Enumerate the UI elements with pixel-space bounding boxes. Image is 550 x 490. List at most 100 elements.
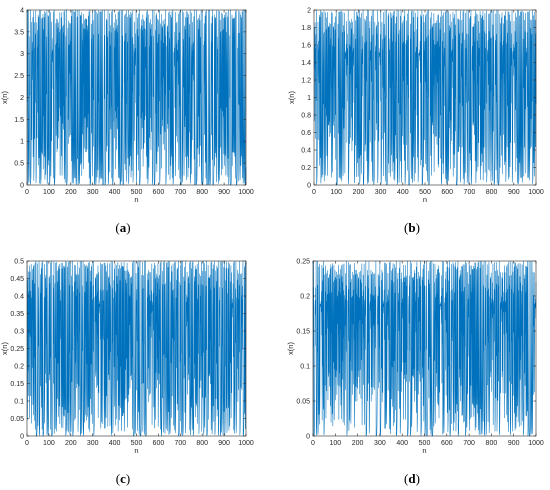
x-tick-label-d-5: 500 xyxy=(419,440,431,447)
y-tick-label-a-4: 2 xyxy=(20,95,24,102)
x-tick-label-b-8: 800 xyxy=(486,189,498,196)
plot-c: 0 100 200 300 400 500 600 700 800 900 1000 0 0.05 0.1… xyxy=(0,258,254,455)
x-tick-label-c-1: 100 xyxy=(43,440,55,447)
y-tick-label-c-2: 0.1 xyxy=(14,398,24,405)
y-tick-label-c-5: 0.25 xyxy=(10,346,24,353)
plot-b: 0 100 200 300 400 500 600 700 800 900 1000 0 0.2 0.4 0… xyxy=(287,7,544,204)
x-tick-label-d-3: 300 xyxy=(374,440,386,447)
y-tick-label-c-0: 0 xyxy=(20,433,24,440)
y-tick-label-d-2: 0.1 xyxy=(300,363,310,370)
y-tick-label-b-1: 0.2 xyxy=(301,165,311,172)
panel-c: 0 100 200 300 400 500 600 700 800 900 1000 0 0.05 0.1… xyxy=(0,258,254,486)
x-tick-label-a-6: 600 xyxy=(153,189,165,196)
x-tick-label-b-3: 300 xyxy=(375,189,387,196)
y-tick-label-b-7: 1.4 xyxy=(301,60,311,67)
x-tick-label-a-1: 100 xyxy=(43,189,55,196)
y-tick-label-c-10: 0.5 xyxy=(14,258,24,265)
x-tick-label-d-10: 1000 xyxy=(528,440,544,447)
x-tick-label-b-10: 1000 xyxy=(528,189,544,196)
x-tick-label-c-2: 200 xyxy=(65,440,77,447)
panel-a: 0 100 200 300 400 500 600 700 800 900 1000 0 0.5 1 1.5… xyxy=(0,7,254,235)
y-axis-label-b: x(n) xyxy=(287,91,296,104)
panel-b: 0 100 200 300 400 500 600 700 800 900 1000 0 0.2 0.4 0… xyxy=(287,7,544,235)
x-tick-label-d-1: 100 xyxy=(329,440,341,447)
series-line-d xyxy=(312,260,537,437)
x-tick-label-a-0: 0 xyxy=(25,189,29,196)
x-axis-label-c: n xyxy=(134,446,138,455)
y-tick-label-c-9: 0.45 xyxy=(10,276,24,283)
x-tick-label-b-7: 700 xyxy=(464,189,476,196)
y-tick-label-c-7: 0.35 xyxy=(10,311,24,318)
y-axis-label-a: x(n) xyxy=(0,91,9,104)
x-tick-label-b-1: 100 xyxy=(330,189,342,196)
caption-d: (d) xyxy=(404,471,420,486)
caption-c: (c) xyxy=(116,471,130,486)
x-axis-label-b: n xyxy=(423,195,427,204)
y-tick-label-b-6: 1.2 xyxy=(301,77,311,84)
x-tick-label-d-2: 200 xyxy=(352,440,364,447)
y-tick-label-d-0: 0 xyxy=(306,433,310,440)
caption-a: (a) xyxy=(115,220,130,235)
y-tick-label-a-2: 1 xyxy=(20,139,24,146)
y-tick-label-b-3: 0.6 xyxy=(301,130,311,137)
x-tick-label-c-8: 800 xyxy=(196,440,208,447)
y-tick-label-a-5: 2.5 xyxy=(14,73,24,80)
y-axis-label-c: x(n) xyxy=(0,342,9,355)
y-tick-label-b-4: 0.8 xyxy=(301,112,311,119)
x-tick-label-a-2: 200 xyxy=(65,189,77,196)
x-tick-label-d-4: 400 xyxy=(396,440,408,447)
x-tick-label-c-5: 500 xyxy=(131,440,143,447)
x-tick-label-a-4: 400 xyxy=(109,189,121,196)
x-tick-label-a-3: 300 xyxy=(87,189,99,196)
x-tick-label-a-7: 700 xyxy=(174,189,186,196)
y-tick-label-b-5: 1 xyxy=(307,95,311,102)
y-axis-label-d: x(n) xyxy=(286,342,295,355)
y-tick-label-c-3: 0.15 xyxy=(10,381,24,388)
x-tick-label-c-3: 300 xyxy=(87,440,99,447)
series-line-c xyxy=(26,260,247,437)
x-tick-label-a-5: 500 xyxy=(131,189,143,196)
x-tick-label-c-7: 700 xyxy=(174,440,186,447)
x-tick-label-b-9: 900 xyxy=(508,189,520,196)
x-tick-label-b-0: 0 xyxy=(312,189,316,196)
y-tick-label-a-3: 1.5 xyxy=(14,117,24,124)
x-tick-label-c-9: 900 xyxy=(218,440,230,447)
x-tick-label-c-4: 400 xyxy=(109,440,121,447)
x-tick-label-a-9: 900 xyxy=(218,189,230,196)
y-tick-label-a-7: 3.5 xyxy=(14,29,24,36)
y-tick-label-b-8: 1.6 xyxy=(301,42,311,49)
y-tick-label-c-4: 0.2 xyxy=(14,363,24,370)
x-tick-label-d-0: 0 xyxy=(311,440,315,447)
x-tick-label-a-10: 1000 xyxy=(238,189,254,196)
x-tick-label-d-7: 700 xyxy=(463,440,475,447)
caption-b: (b) xyxy=(404,220,420,235)
y-tick-label-a-6: 3 xyxy=(20,51,24,58)
y-tick-label-a-1: 0.5 xyxy=(14,161,24,168)
y-tick-label-c-6: 0.3 xyxy=(14,328,24,335)
series-line-a xyxy=(26,9,247,186)
y-tick-label-a-0: 0 xyxy=(20,182,24,189)
series-line-b xyxy=(313,9,537,186)
y-tick-label-d-1: 0.05 xyxy=(296,398,310,405)
x-tick-label-b-6: 600 xyxy=(441,189,453,196)
x-tick-label-c-0: 0 xyxy=(25,440,29,447)
y-tick-label-b-9: 1.8 xyxy=(301,25,311,32)
plot-a: 0 100 200 300 400 500 600 700 800 900 1000 0 0.5 1 1.5… xyxy=(0,7,254,204)
x-tick-label-a-8: 800 xyxy=(196,189,208,196)
x-tick-label-c-10: 1000 xyxy=(238,440,254,447)
y-tick-label-b-0: 0 xyxy=(307,182,311,189)
x-axis-label-d: n xyxy=(422,446,426,455)
y-tick-label-c-1: 0.05 xyxy=(10,416,24,423)
x-tick-label-d-8: 800 xyxy=(486,440,498,447)
x-tick-label-b-4: 400 xyxy=(397,189,409,196)
x-tick-label-c-6: 600 xyxy=(153,440,165,447)
x-axis-label-a: n xyxy=(134,195,138,204)
y-tick-label-a-8: 4 xyxy=(20,7,24,14)
plot-d: 0 100 200 300 400 500 600 700 800 900 1000 0 0.05 0.1… xyxy=(286,258,544,455)
y-tick-label-d-3: 0.15 xyxy=(296,328,310,335)
y-tick-label-b-2: 0.4 xyxy=(301,147,311,154)
x-tick-label-d-9: 900 xyxy=(508,440,520,447)
y-tick-label-b-10: 2 xyxy=(307,7,311,14)
x-tick-label-b-5: 500 xyxy=(419,189,431,196)
